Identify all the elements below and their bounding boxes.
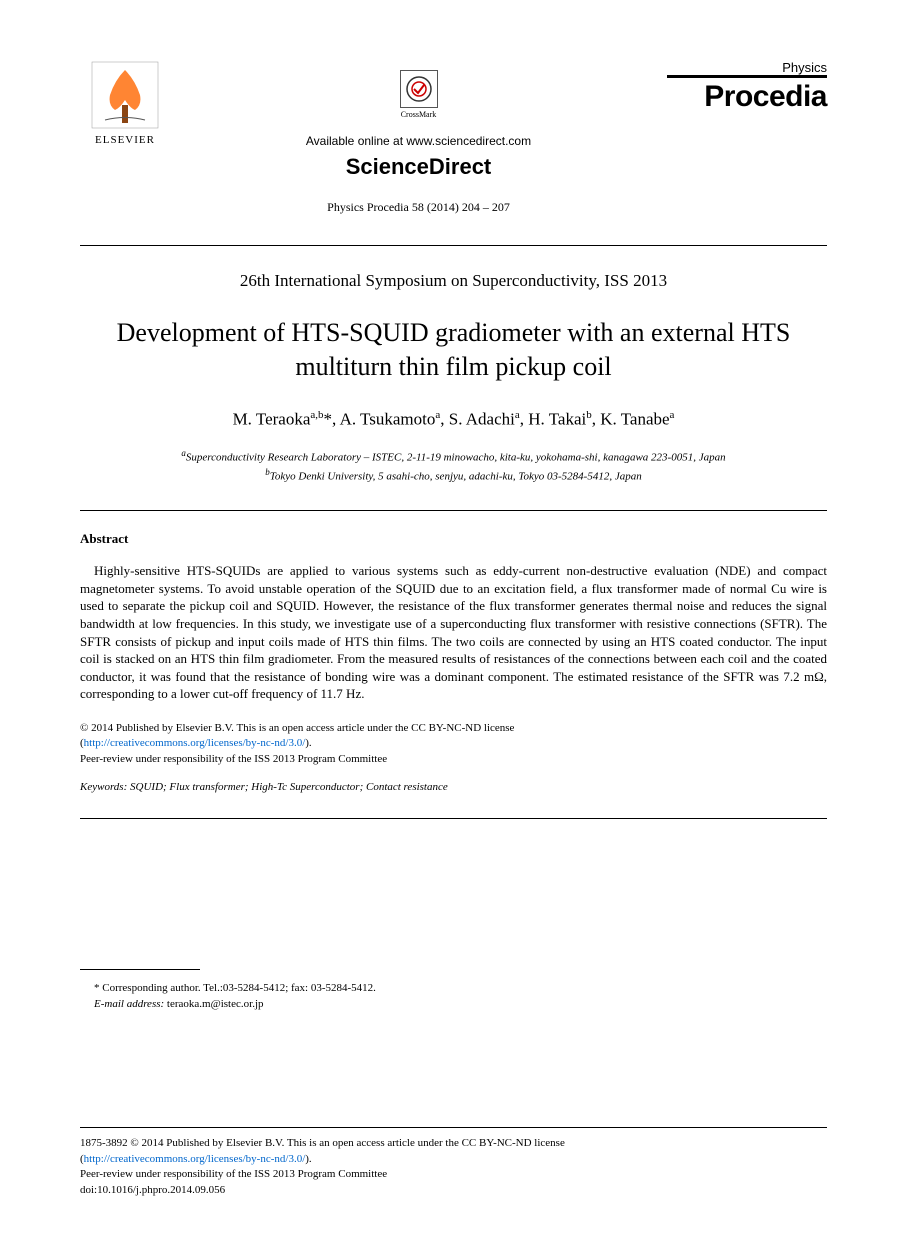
- footer-section: 1875-3892 © 2014 Published by Elsevier B…: [80, 1127, 827, 1198]
- elsevier-logo-block: ELSEVIER: [80, 60, 170, 146]
- footer-license-link[interactable]: http://creativecommons.org/licenses/by-n…: [84, 1153, 306, 1165]
- journal-category: Physics: [667, 60, 827, 75]
- affiliation-a: aSuperconductivity Research Laboratory –…: [80, 447, 827, 466]
- corresponding-line: * Corresponding author. Tel.:03-5284-541…: [94, 980, 827, 997]
- journal-logo-block: Physics Procedia: [667, 60, 827, 114]
- header-row: ELSEVIER CrossMark Available online at w…: [80, 60, 827, 215]
- email-line: E-mail address: teraoka.m@istec.or.jp: [94, 996, 827, 1013]
- copyright-line1: © 2014 Published by Elsevier B.V. This i…: [80, 722, 514, 734]
- center-header: CrossMark Available online at www.scienc…: [170, 60, 667, 215]
- affiliation-b: bTokyo Denki University, 5 asahi-cho, se…: [80, 466, 827, 485]
- crossmark-label: CrossMark: [400, 110, 438, 119]
- elsevier-label: ELSEVIER: [95, 134, 155, 146]
- crossmark-icon: [400, 70, 438, 108]
- copyright-block: © 2014 Published by Elsevier B.V. This i…: [80, 721, 827, 767]
- footer-peer-review: Peer-review under responsibility of the …: [80, 1168, 387, 1180]
- footer-text: 1875-3892 © 2014 Published by Elsevier B…: [80, 1136, 827, 1198]
- citation-text: Physics Procedia 58 (2014) 204 – 207: [170, 200, 667, 215]
- footnote-rule: [80, 969, 200, 970]
- issn-line: 1875-3892 © 2014 Published by Elsevier B…: [80, 1137, 565, 1149]
- conference-name: 26th International Symposium on Supercon…: [80, 271, 827, 291]
- peer-review-text: Peer-review under responsibility of the …: [80, 753, 387, 765]
- authors-list: M. Teraokaa,b*, A. Tsukamotoa, S. Adachi…: [80, 409, 827, 430]
- keywords-bottom-divider: [80, 818, 827, 819]
- sciencedirect-logo: ScienceDirect: [170, 154, 667, 180]
- license-link[interactable]: http://creativecommons.org/licenses/by-n…: [84, 737, 306, 749]
- keywords-block: Keywords: SQUID; Flux transformer; High-…: [80, 781, 827, 793]
- journal-name: Procedia: [667, 75, 827, 114]
- abstract-top-divider: [80, 510, 827, 511]
- footer-divider: [80, 1127, 827, 1128]
- crossmark-block[interactable]: CrossMark: [400, 70, 438, 119]
- corresponding-author-footnote: * Corresponding author. Tel.:03-5284-541…: [80, 980, 827, 1013]
- doi-text: doi:10.1016/j.phpro.2014.09.056: [80, 1184, 225, 1196]
- affiliations: aSuperconductivity Research Laboratory –…: [80, 447, 827, 485]
- keywords-text: SQUID; Flux transformer; High-Tc Superco…: [127, 781, 448, 793]
- top-divider: [80, 245, 827, 246]
- available-online-text: Available online at www.sciencedirect.co…: [170, 134, 667, 148]
- paper-title: Development of HTS-SQUID gradiometer wit…: [80, 316, 827, 384]
- elsevier-tree-icon: [90, 60, 160, 130]
- abstract-heading: Abstract: [80, 531, 827, 547]
- keywords-label: Keywords:: [80, 781, 127, 793]
- abstract-text: Highly-sensitive HTS-SQUIDs are applied …: [80, 562, 827, 702]
